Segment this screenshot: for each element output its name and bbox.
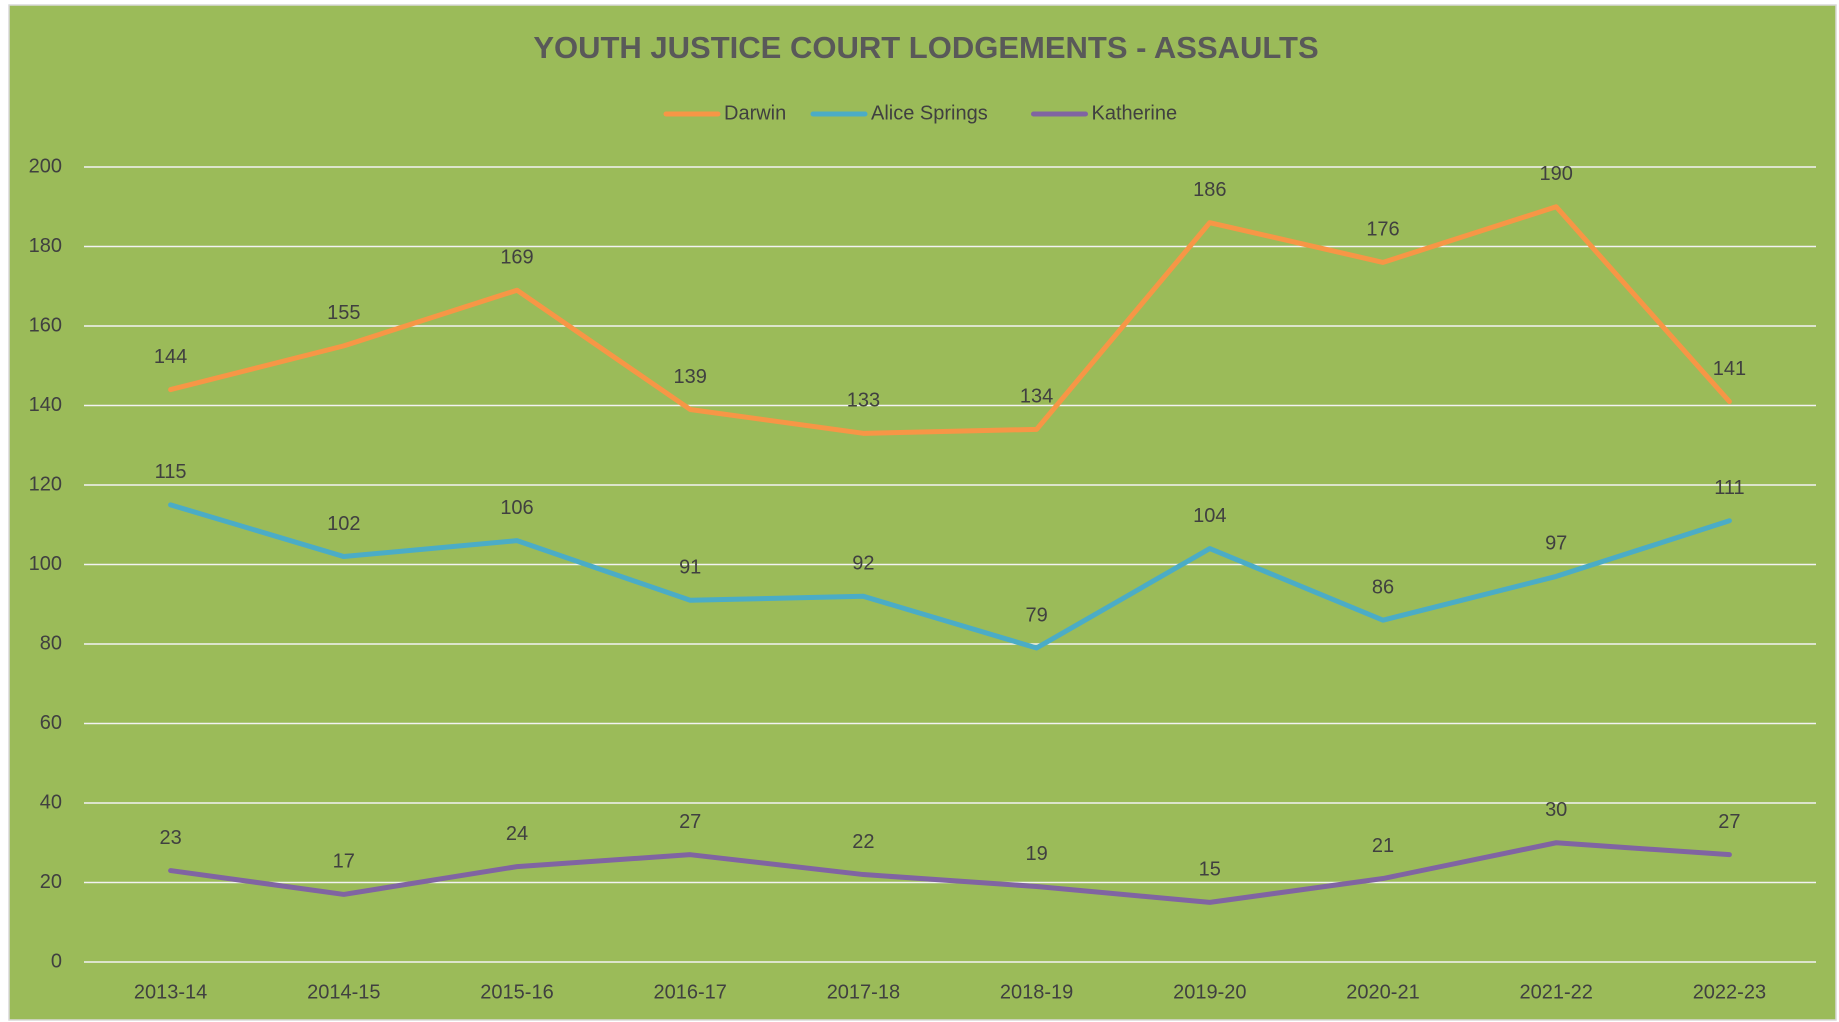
y-tick-label: 200	[29, 155, 62, 177]
series-line	[168, 840, 1732, 905]
x-tick-label: 2019-20	[1173, 981, 1246, 1003]
data-label: 79	[1025, 604, 1047, 626]
data-label: 190	[1540, 163, 1573, 185]
y-tick-label: 60	[40, 712, 62, 734]
x-tick-label: 2018-19	[1000, 981, 1073, 1003]
data-label: 169	[500, 247, 533, 269]
data-label: 111	[1714, 477, 1744, 499]
data-label: 141	[1713, 358, 1746, 380]
x-tick-label: 2022-23	[1693, 981, 1766, 1003]
y-tick-label: 140	[29, 394, 62, 416]
series-line	[168, 502, 1732, 651]
legend-label: Darwin	[724, 102, 786, 124]
data-label: 91	[679, 557, 701, 579]
chart-title: YOUTH JUSTICE COURT LODGEMENTS - ASSAULT…	[533, 30, 1318, 65]
data-label: 30	[1545, 799, 1567, 821]
data-label: 27	[1718, 811, 1740, 833]
x-tick-label: 2021-22	[1519, 981, 1592, 1003]
data-label: 19	[1025, 843, 1047, 865]
x-tick-label: 2014-15	[307, 981, 380, 1003]
y-tick-label: 120	[29, 473, 62, 495]
data-label: 21	[1372, 835, 1394, 857]
chart-background	[8, 4, 1837, 1021]
data-label: 23	[159, 827, 181, 849]
data-label: 176	[1366, 219, 1399, 241]
y-tick-label: 180	[29, 235, 62, 257]
data-label: 155	[327, 302, 360, 324]
x-tick-label: 2020-21	[1346, 981, 1419, 1003]
data-label: 27	[679, 811, 701, 833]
data-label: 17	[333, 851, 355, 873]
data-label: 134	[1020, 386, 1053, 408]
data-label: 106	[500, 497, 533, 519]
y-tick-label: 160	[29, 314, 62, 336]
x-tick-label: 2015-16	[480, 981, 553, 1003]
data-label: 92	[852, 553, 874, 575]
data-label: 102	[327, 513, 360, 535]
x-tick-label: 2016-17	[653, 981, 726, 1003]
data-label: 15	[1199, 859, 1221, 881]
data-label: 97	[1545, 533, 1567, 555]
y-tick-label: 20	[40, 871, 62, 893]
data-label: 86	[1372, 576, 1394, 598]
y-tick-label: 80	[40, 632, 62, 654]
data-label: 133	[847, 390, 880, 412]
data-label: 144	[154, 346, 187, 368]
data-label: 115	[155, 461, 187, 483]
y-tick-label: 0	[51, 950, 62, 972]
x-tick-label: 2013-14	[134, 981, 207, 1003]
series-line	[168, 204, 1732, 436]
data-label: 186	[1193, 179, 1226, 201]
legend-label: Katherine	[1092, 102, 1178, 124]
y-tick-label: 40	[40, 791, 62, 813]
data-label: 104	[1193, 505, 1226, 527]
x-tick-label: 2017-18	[827, 981, 900, 1003]
data-label: 139	[674, 366, 707, 388]
data-label: 24	[506, 823, 528, 845]
y-tick-label: 100	[29, 553, 62, 575]
data-label: 22	[852, 831, 874, 853]
legend-label: Alice Springs	[871, 102, 988, 124]
